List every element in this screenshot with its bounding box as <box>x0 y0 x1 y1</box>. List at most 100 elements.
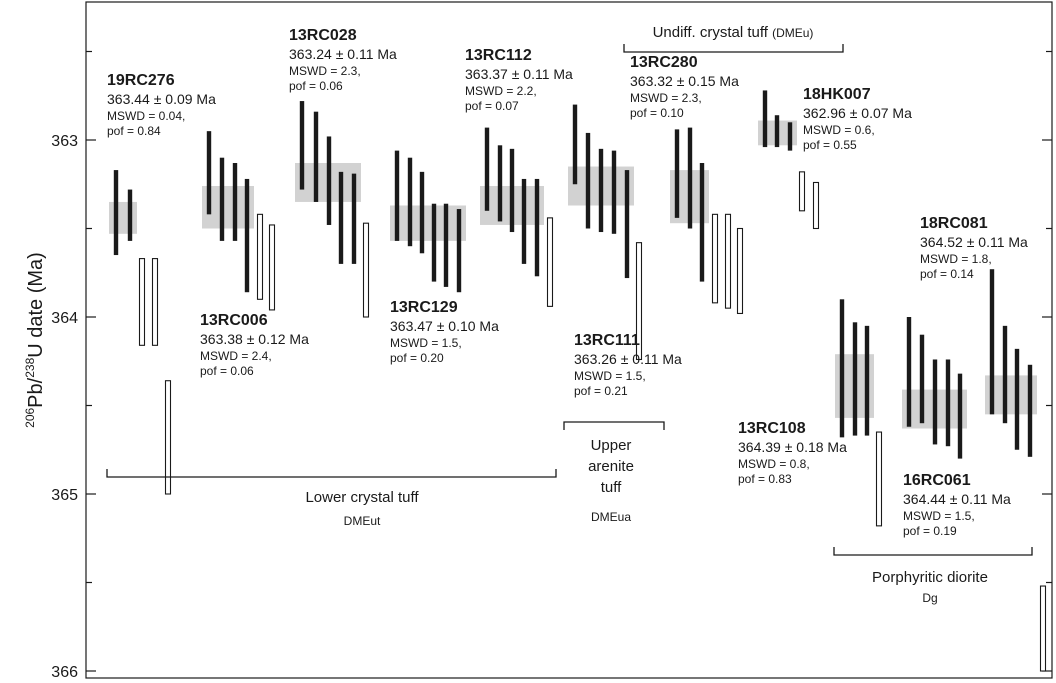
analysis-bar-concordant <box>338 171 344 264</box>
analysis-bar-concordant <box>244 178 250 293</box>
sample-mswd: MSWD = 1.5, <box>574 369 646 383</box>
sample-mswd: MSWD = 1.5, <box>903 509 975 523</box>
sample-pof: pof = 0.14 <box>920 267 974 281</box>
sample-mswd: MSWD = 2.4, <box>200 349 272 363</box>
sample-age: 364.52 ± 0.11 Ma <box>920 234 1028 250</box>
analysis-bar-concordant <box>521 178 527 264</box>
sample-age: 363.37 ± 0.11 Ma <box>465 66 573 82</box>
bracket-line <box>623 44 844 53</box>
analysis-bar-concordant <box>219 157 225 241</box>
sample-mswd: MSWD = 1.8, <box>920 252 992 266</box>
sample-age: 363.24 ± 0.11 Ma <box>289 46 397 62</box>
analysis-bar-concordant <box>113 170 119 256</box>
sample-age: 364.39 ± 0.18 Ma <box>738 439 847 455</box>
analysis-bar-concordant <box>906 317 912 427</box>
analysis-bar-excluded <box>164 380 172 495</box>
analysis-bar-concordant <box>762 90 768 148</box>
analysis-bar-concordant <box>443 203 449 287</box>
sample-age: 363.38 ± 0.12 Ma <box>200 331 309 347</box>
analysis-bar-concordant <box>787 122 793 151</box>
analysis-bar-concordant <box>839 299 845 438</box>
sample-age: 364.44 ± 0.11 Ma <box>903 491 1011 507</box>
sample-pof: pof = 0.06 <box>200 364 254 378</box>
bracket-line <box>563 421 665 430</box>
sample-name: 16RC061 <box>903 472 971 489</box>
unit-name: Undiff. crystal tuff (DMEu) <box>653 24 814 41</box>
sample-pof: pof = 0.10 <box>630 106 684 120</box>
sample-pof: pof = 0.83 <box>738 472 792 486</box>
analysis-bar-excluded <box>138 258 146 346</box>
sample-pof: pof = 0.07 <box>465 99 519 113</box>
sample-name: 13RC006 <box>200 312 268 329</box>
sample-pof: pof = 0.19 <box>903 524 957 538</box>
analysis-bar-concordant <box>326 136 332 225</box>
sample-age: 363.26 ± 0.11 Ma <box>574 351 682 367</box>
analysis-bar-concordant <box>1014 348 1020 450</box>
sample-age: 363.32 ± 0.15 Ma <box>630 73 739 89</box>
sample-age: 362.96 ± 0.07 Ma <box>803 105 912 121</box>
analysis-bar-concordant <box>456 209 462 293</box>
analysis-bar-concordant <box>852 322 858 436</box>
unit-name: Upper <box>591 437 632 454</box>
analysis-bar-concordant <box>407 157 413 247</box>
analysis-bar-excluded <box>268 224 276 311</box>
analysis-bar-concordant <box>1002 325 1008 424</box>
analysis-bar-excluded <box>711 213 719 304</box>
analysis-bar-excluded <box>875 431 883 527</box>
analysis-bars <box>113 90 1047 672</box>
analysis-bar-concordant <box>351 173 357 264</box>
sample-name: 13RC108 <box>738 420 806 437</box>
sample-mswd: MSWD = 2.3, <box>289 64 361 78</box>
bracket-line <box>106 469 557 478</box>
unit-name: Porphyritic diorite <box>872 569 988 586</box>
analysis-bar-concordant <box>206 131 212 215</box>
analysis-bar-concordant <box>687 127 693 229</box>
analysis-bar-excluded <box>635 242 643 361</box>
y-tick-label: 366 <box>51 664 78 681</box>
analysis-bar-excluded <box>736 227 744 315</box>
sample-pof: pof = 0.20 <box>390 351 444 365</box>
analysis-bar-concordant <box>299 101 305 190</box>
analysis-bar-concordant <box>572 104 578 185</box>
analysis-bar-concordant <box>674 129 680 218</box>
analysis-bar-excluded <box>798 171 806 212</box>
sample-mswd: MSWD = 0.8, <box>738 457 810 471</box>
analysis-bar-excluded <box>256 213 264 300</box>
weighted-mean-band <box>109 201 137 234</box>
analysis-bar-excluded <box>724 213 732 309</box>
analysis-bar-concordant <box>864 325 870 436</box>
sample-name: 19RC276 <box>107 72 175 89</box>
sample-mswd: MSWD = 1.5, <box>390 336 462 350</box>
sample-pof: pof = 0.84 <box>107 124 161 138</box>
analysis-bar-excluded <box>546 217 554 307</box>
sample-name: 13RC129 <box>390 299 458 316</box>
sample-age: 363.44 ± 0.09 Ma <box>107 91 216 107</box>
analysis-bar-concordant <box>394 150 400 241</box>
sample-age: 363.47 ± 0.10 Ma <box>390 318 499 334</box>
sample-name: 13RC280 <box>630 54 698 71</box>
unit-name: Lower crystal tuff <box>305 489 419 506</box>
bracket-line <box>833 547 1033 556</box>
y-axis: 363 364 365 366 <box>51 50 1052 681</box>
analysis-bar-concordant <box>534 178 540 277</box>
plot-frame <box>85 1 1053 679</box>
analysis-bar-concordant <box>611 150 617 234</box>
sample-mswd: MSWD = 2.2, <box>465 84 537 98</box>
sample-pof: pof = 0.55 <box>803 138 857 152</box>
unit-code: Dg <box>922 591 937 605</box>
analysis-bar-excluded <box>362 222 370 318</box>
unit-brackets <box>106 44 1033 556</box>
analysis-bar-concordant <box>419 171 425 254</box>
sample-name: 13RC111 <box>574 332 640 349</box>
unit-name: tuff <box>601 479 622 496</box>
analysis-bar-concordant <box>624 170 630 279</box>
analysis-bar-concordant <box>932 359 938 445</box>
analysis-bar-concordant <box>431 203 437 282</box>
analysis-bar-concordant <box>509 148 515 233</box>
analysis-bar-concordant <box>598 148 604 233</box>
sample-pof: pof = 0.06 <box>289 79 343 93</box>
analysis-bar-excluded <box>1039 585 1047 672</box>
analysis-bar-excluded <box>151 258 159 346</box>
sample-mswd: MSWD = 2.3, <box>630 91 702 105</box>
weighted-mean-band <box>390 205 466 241</box>
